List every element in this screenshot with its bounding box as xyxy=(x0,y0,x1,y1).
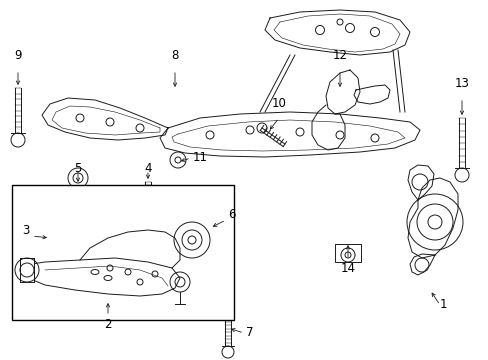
Circle shape xyxy=(20,263,34,277)
Text: 4: 4 xyxy=(144,162,151,175)
Text: 11: 11 xyxy=(193,152,207,165)
Text: 2: 2 xyxy=(104,318,112,331)
Text: 5: 5 xyxy=(74,162,81,175)
Text: 8: 8 xyxy=(171,49,178,62)
Bar xyxy=(12,185,234,320)
Bar xyxy=(334,244,360,262)
Text: 14: 14 xyxy=(340,262,355,275)
Bar xyxy=(20,258,34,282)
Text: 9: 9 xyxy=(14,49,21,62)
Text: 13: 13 xyxy=(454,77,468,90)
Text: 1: 1 xyxy=(439,298,447,311)
Text: 3: 3 xyxy=(22,225,29,238)
Text: 7: 7 xyxy=(245,327,253,339)
Text: 6: 6 xyxy=(227,208,235,221)
Text: 12: 12 xyxy=(332,49,347,62)
Text: 10: 10 xyxy=(271,97,286,110)
